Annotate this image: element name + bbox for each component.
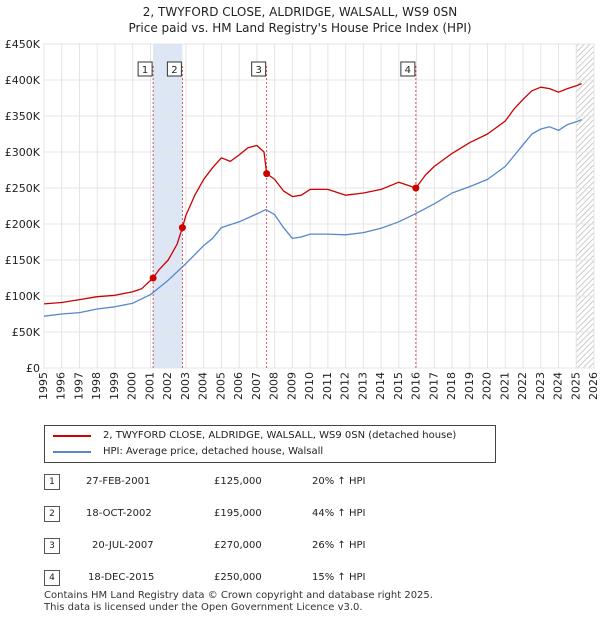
sale-marker-label: 1 xyxy=(142,65,148,76)
sale-row: 1 27-FEB-2001 £125,000 20% ↑ HPI xyxy=(44,474,564,490)
sale-marker-box xyxy=(137,61,153,77)
hpi-series-line xyxy=(43,118,582,317)
x-tick-label: 2007 xyxy=(250,372,263,400)
sale-point xyxy=(178,224,186,232)
x-tick-label: 1998 xyxy=(90,372,103,400)
sale-point xyxy=(149,274,157,282)
sale-number: 4 xyxy=(44,570,60,586)
sale-date: 18-DEC-2015 xyxy=(88,572,155,583)
x-tick-label: 2022 xyxy=(516,372,529,400)
x-tick-label: 2002 xyxy=(161,372,174,400)
chart-title: 2, TWYFORD CLOSE, ALDRIDGE, WALSALL, WS9… xyxy=(142,5,458,19)
y-tick-label: £350K xyxy=(5,110,41,123)
y-tick-label: £200K xyxy=(5,218,41,231)
x-tick-label: 2018 xyxy=(445,372,458,400)
plot-area xyxy=(43,43,595,369)
y-tick-label: £250K xyxy=(5,182,41,195)
x-tick-label: 2006 xyxy=(232,372,245,400)
legend-label-hpi: HPI: Average price, detached house, Wals… xyxy=(103,446,324,457)
x-tick-label: 2008 xyxy=(268,372,281,400)
legend-item-price: 2, TWYFORD CLOSE, ALDRIDGE, WALSALL, WS9… xyxy=(53,429,456,443)
sale-number: 1 xyxy=(44,474,60,490)
x-tick-label: 2015 xyxy=(392,372,405,400)
sale-price: £250,000 xyxy=(214,572,262,583)
x-tick-label: 2023 xyxy=(534,372,547,400)
sale-hpi-change: 44% ↑ HPI xyxy=(312,508,366,519)
sale-date: 27-FEB-2001 xyxy=(86,476,151,487)
x-tick-label: 2026 xyxy=(587,372,600,400)
x-tick-label: 2024 xyxy=(552,372,565,400)
x-tick-label: 2017 xyxy=(427,372,440,400)
footer-licence: This data is licensed under the Open Gov… xyxy=(44,602,363,613)
x-tick-label: 2004 xyxy=(197,372,210,400)
x-tick-label: 2021 xyxy=(498,372,511,400)
sale-number: 3 xyxy=(44,538,60,554)
sale-price: £270,000 xyxy=(214,540,262,551)
sale-date: 18-OCT-2002 xyxy=(86,508,152,519)
sale-marker-label: 2 xyxy=(171,65,177,76)
x-tick-label: 2014 xyxy=(374,372,387,400)
sale-marker-box xyxy=(400,61,416,77)
sale-marker-label: 4 xyxy=(405,65,411,76)
sale-date: 20-JUL-2007 xyxy=(92,540,154,551)
x-tick-label: 2012 xyxy=(339,372,352,400)
sale-row: 4 18-DEC-2015 £250,000 15% ↑ HPI xyxy=(44,570,564,586)
sale-row: 2 18-OCT-2002 £195,000 44% ↑ HPI xyxy=(44,506,564,522)
x-tick-label: 1999 xyxy=(108,372,121,400)
x-tick-label: 2019 xyxy=(463,372,476,400)
sale-hpi-change: 26% ↑ HPI xyxy=(312,540,366,551)
sale-row: 3 20-JUL-2007 £270,000 26% ↑ HPI xyxy=(44,538,564,554)
x-tick-label: 2005 xyxy=(214,372,227,400)
price-series-line xyxy=(43,82,582,305)
legend-item-hpi: HPI: Average price, detached house, Wals… xyxy=(53,445,323,459)
sale-price: £125,000 xyxy=(214,476,262,487)
sale-marker-box xyxy=(166,61,182,77)
x-tick-label: 2013 xyxy=(356,372,369,400)
sale-point xyxy=(412,184,420,192)
sale-hpi-change: 20% ↑ HPI xyxy=(312,476,366,487)
x-tick-label: 1995 xyxy=(37,372,50,400)
x-tick-label: 2010 xyxy=(303,372,316,400)
x-tick-label: 2001 xyxy=(143,372,156,400)
y-tick-label: £300K xyxy=(5,146,41,159)
chart-legend: 2, TWYFORD CLOSE, ALDRIDGE, WALSALL, WS9… xyxy=(44,425,496,463)
x-tick-label: 2003 xyxy=(179,372,192,400)
forecast-hatch xyxy=(576,44,594,368)
chart-subtitle: Price paid vs. HM Land Registry's House … xyxy=(128,21,472,35)
sale-hpi-change: 15% ↑ HPI xyxy=(312,572,366,583)
y-tick-label: £150K xyxy=(5,254,41,267)
y-tick-label: £400K xyxy=(5,74,41,87)
x-tick-label: 2025 xyxy=(569,372,582,400)
footer-copyright: Contains HM Land Registry data © Crown c… xyxy=(44,590,433,601)
sale-marker-box xyxy=(251,61,267,77)
legend-label-price: 2, TWYFORD CLOSE, ALDRIDGE, WALSALL, WS9… xyxy=(103,430,457,441)
y-tick-label: £50K xyxy=(12,326,41,339)
sale-point xyxy=(263,170,271,178)
sale-marker-label: 3 xyxy=(255,65,261,76)
price-chart: £0 £50K £100K £150K £200K £250K £300K £350K £400… xyxy=(5,38,600,400)
legend-swatch-price xyxy=(53,435,91,437)
sale-price: £195,000 xyxy=(214,508,262,519)
y-tick-label: £100K xyxy=(5,290,41,303)
x-tick-label: 2020 xyxy=(481,372,494,400)
y-tick-label: £0 xyxy=(26,362,40,375)
x-tick-label: 2011 xyxy=(321,372,334,400)
y-tick-label: £450K xyxy=(5,38,41,51)
x-tick-label: 2000 xyxy=(126,372,139,400)
legend-swatch-hpi xyxy=(53,451,91,453)
x-tick-label: 2016 xyxy=(410,372,423,400)
footer: Contains HM Land Registry data © Crown c… xyxy=(44,590,433,614)
x-tick-label: 2009 xyxy=(285,372,298,400)
x-tick-label: 1996 xyxy=(55,372,68,400)
sale-number: 2 xyxy=(44,506,60,522)
x-tick-label: 1997 xyxy=(72,372,85,400)
